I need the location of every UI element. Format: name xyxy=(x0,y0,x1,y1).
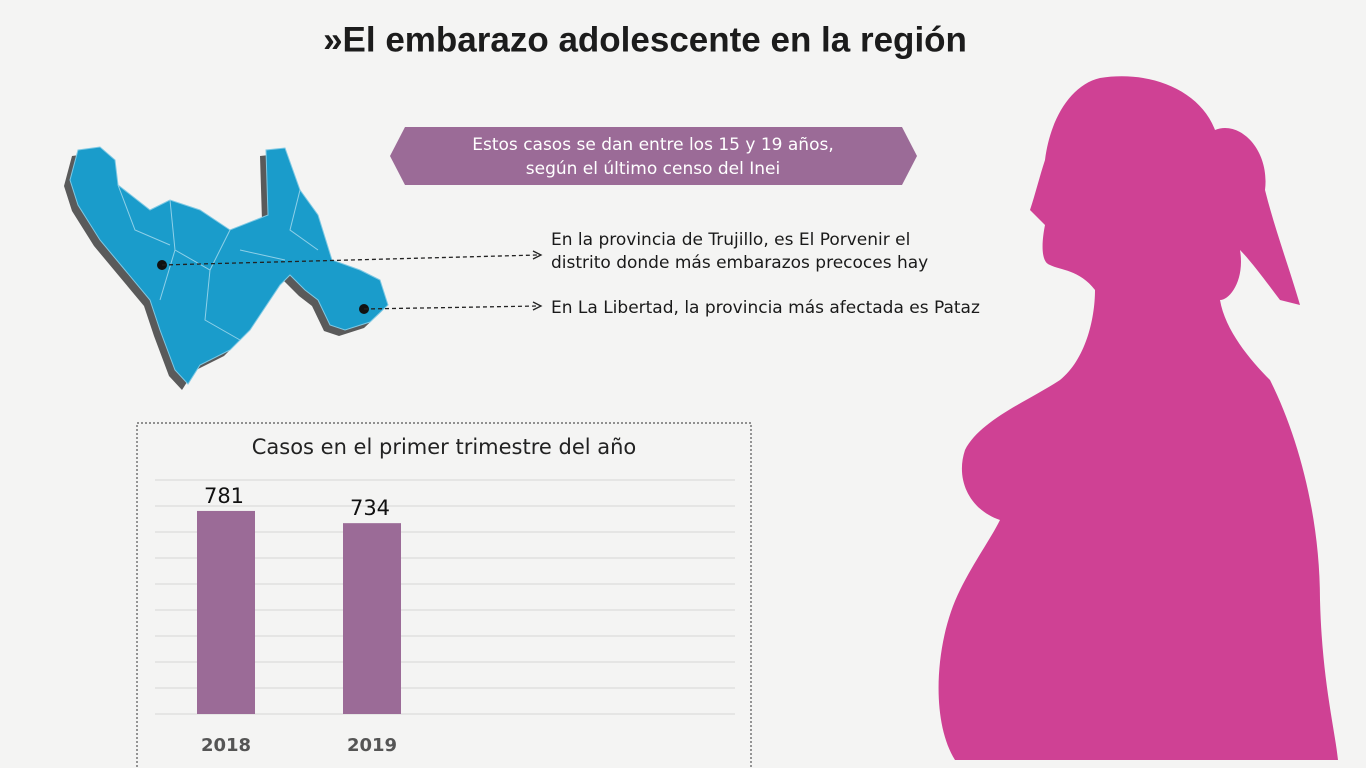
bar xyxy=(343,523,401,714)
banner-shape xyxy=(390,127,917,185)
plot: 781 2018 734 2019 xyxy=(155,479,735,756)
value-label: 781 xyxy=(204,484,244,508)
x-tick-label: 2019 xyxy=(347,735,397,756)
chart-title: Casos en el primer trimestre del año xyxy=(252,435,637,459)
annotation: En la provincia de Trujillo, es El Porve… xyxy=(551,230,910,250)
x-tick-label: 2018 xyxy=(201,735,251,756)
annotation: En La Libertad, la provincia más afectad… xyxy=(551,298,980,318)
annotation: distrito donde más embarazos precoces ha… xyxy=(551,253,928,273)
value-label: 734 xyxy=(350,496,390,520)
bar xyxy=(197,510,255,714)
banner-text: según el último censo del Inei xyxy=(526,159,781,179)
page-title: »El embarazo adolescente en la región xyxy=(323,20,967,59)
banner-text: Estos casos se dan entre los 15 y 19 año… xyxy=(472,135,833,155)
region-map xyxy=(64,146,543,390)
silhouette xyxy=(938,76,1338,760)
